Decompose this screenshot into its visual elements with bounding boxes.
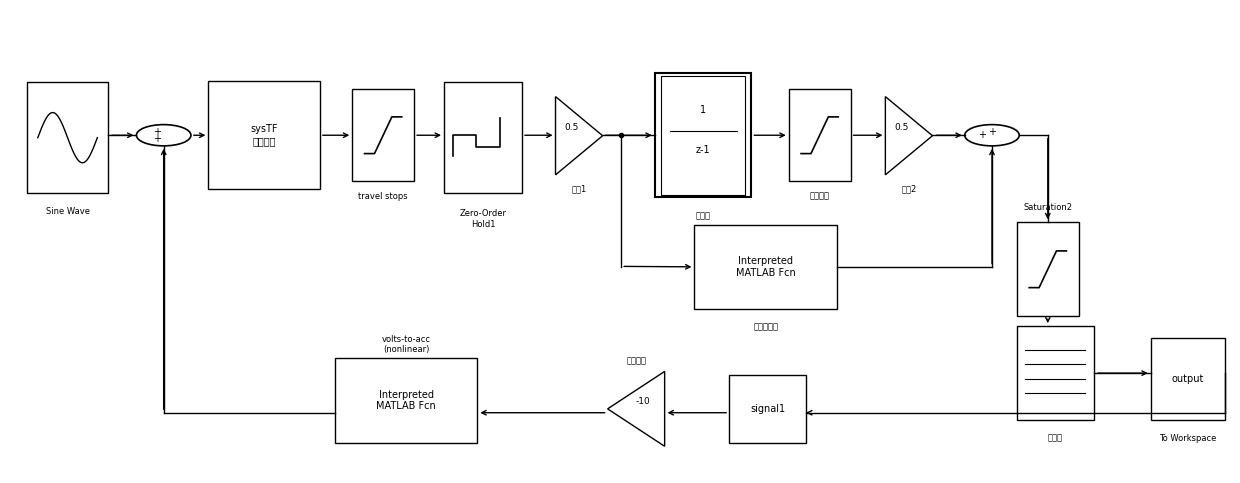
Text: 0.5: 0.5 (565, 123, 579, 131)
Text: +: + (988, 127, 996, 137)
Text: 相位补偿器: 相位补偿器 (753, 323, 779, 332)
Text: Hold1: Hold1 (471, 220, 495, 229)
FancyBboxPatch shape (1017, 326, 1094, 420)
Text: +: + (153, 134, 161, 144)
FancyBboxPatch shape (729, 375, 806, 443)
Text: -10: -10 (636, 397, 650, 406)
Text: 饱和环节: 饱和环节 (810, 192, 830, 201)
Text: 增益1: 增益1 (572, 184, 587, 193)
Text: Interpreted
MATLAB Fcn: Interpreted MATLAB Fcn (376, 390, 436, 412)
Text: Sine Wave: Sine Wave (46, 207, 89, 216)
Text: Interpreted
MATLAB Fcn: Interpreted MATLAB Fcn (735, 256, 796, 278)
Text: travel stops: travel stops (358, 192, 408, 201)
Text: To Workspace: To Workspace (1159, 434, 1216, 443)
Text: (nonlinear): (nonlinear) (383, 344, 429, 354)
FancyBboxPatch shape (27, 82, 108, 193)
FancyBboxPatch shape (789, 89, 851, 181)
FancyBboxPatch shape (655, 73, 751, 197)
Text: sysTF
二阶传感: sysTF 二阶传感 (250, 125, 278, 146)
Text: 增益2: 增益2 (901, 184, 916, 193)
Text: 比较器: 比较器 (1048, 434, 1063, 443)
Text: Saturation2: Saturation2 (1023, 202, 1073, 212)
FancyBboxPatch shape (444, 82, 522, 193)
Text: signal1: signal1 (750, 404, 785, 414)
Text: +: + (978, 130, 987, 140)
Text: 积分器: 积分器 (696, 211, 711, 220)
FancyBboxPatch shape (335, 358, 477, 443)
FancyBboxPatch shape (694, 225, 837, 309)
Text: Zero-Order: Zero-Order (460, 209, 506, 218)
FancyBboxPatch shape (1151, 338, 1225, 420)
FancyBboxPatch shape (208, 81, 320, 189)
FancyBboxPatch shape (352, 89, 414, 181)
Text: 反馈增益: 反馈增益 (626, 356, 646, 365)
Text: volts-to-acc: volts-to-acc (382, 335, 430, 344)
FancyBboxPatch shape (1017, 222, 1079, 316)
Text: 1: 1 (701, 105, 706, 115)
FancyBboxPatch shape (661, 76, 745, 195)
Text: +: + (153, 127, 161, 137)
Text: 0.5: 0.5 (895, 123, 909, 131)
Text: z-1: z-1 (696, 145, 711, 155)
Text: output: output (1172, 374, 1204, 384)
